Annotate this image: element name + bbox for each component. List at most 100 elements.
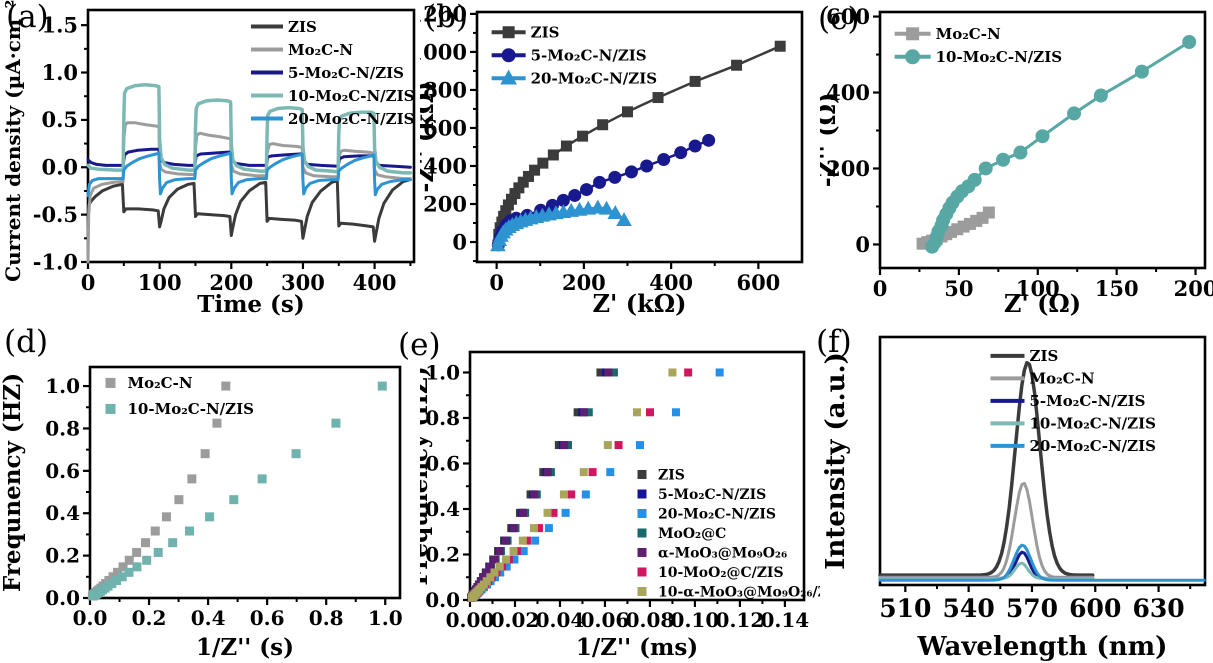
chart-d-frequency-vs-invz: 0.0 0.2 0.4 0.6 0.8 1.0 0.0 0.2 0.4 0.6 0.8 1.0 1/Z'… [0,365,403,661]
svg-text:200: 200 [562,270,606,295]
svg-text:5-Mo₂C-N/ZIS: 5-Mo₂C-N/ZIS [658,487,766,503]
svg-text:600: 600 [1069,594,1121,623]
svg-text:0.06: 0.06 [581,608,630,632]
chart-f-pl-spectra: 510 540 570 600 630 Wavelength (nm) Intensity … [821,335,1207,662]
svg-text:0.0: 0.0 [41,155,78,180]
svg-text:10-Mo₂C-N/ZIS: 10-Mo₂C-N/ZIS [128,400,254,418]
svg-text:0.4: 0.4 [45,501,80,525]
panel-label-f: (f) [816,324,852,360]
svg-text:0: 0 [873,276,888,301]
svg-text:0.14: 0.14 [761,608,810,632]
svg-text:Time (s): Time (s) [197,291,305,318]
svg-text:600: 600 [736,270,780,295]
svg-text:0.00: 0.00 [446,608,495,632]
svg-text:0.0: 0.0 [425,588,460,612]
svg-text:600: 600 [423,115,467,140]
svg-text:0.12: 0.12 [716,608,765,632]
svg-text:1.0: 1.0 [425,360,460,384]
svg-text:0: 0 [489,270,504,295]
svg-text:Z' (kΩ): Z' (kΩ) [593,289,687,318]
svg-text:0.5: 0.5 [41,107,78,132]
svg-text:ZIS: ZIS [531,24,560,42]
svg-text:Mo₂C-N: Mo₂C-N [936,25,1001,43]
svg-text:200: 200 [826,156,870,181]
svg-text:200: 200 [423,191,467,216]
svg-text:0.2: 0.2 [132,606,167,630]
svg-text:100: 100 [1016,276,1060,301]
svg-text:0.2: 0.2 [45,544,80,568]
svg-text:200: 200 [1174,276,1213,301]
svg-text:0.6: 0.6 [425,451,460,475]
chart-b-nyquist-kohm: 0 200 400 600 0 200 400 600 800 1000 1200 Z' (kΩ) -Z… [420,1,804,318]
svg-text:200: 200 [209,270,253,295]
svg-text:50: 50 [944,276,973,301]
svg-text:10-Mo₂C-N/ZIS: 10-Mo₂C-N/ZIS [1030,415,1156,433]
svg-text:Frequnency (HZ): Frequnency (HZ) [0,373,26,592]
svg-text:0.10: 0.10 [671,608,720,632]
panel-label-a: (a) [6,0,49,35]
svg-text:10-α-MoO₃@Mo₉O₂₆/ZIS: 10-α-MoO₃@Mo₉O₂₆/ZIS [658,584,820,600]
svg-text:Z' (Ω): Z' (Ω) [1004,289,1081,318]
svg-text:0.0: 0.0 [45,586,80,610]
svg-text:0.4: 0.4 [425,497,460,521]
svg-text:Current density (µA·cm⁻²): Current density (µA·cm⁻²) [1,0,25,282]
svg-text:800: 800 [423,77,467,102]
svg-text:α-MoO₃@Mo₉O₂₆: α-MoO₃@Mo₉O₂₆ [658,545,787,561]
svg-text:ZIS: ZIS [288,18,317,36]
svg-text:150: 150 [1095,276,1139,301]
panel-label-d: (d) [4,324,49,360]
panel-d-bode-s: 0.0 0.2 0.4 0.6 0.8 1.0 0.0 0.2 0.4 0.6 0.8 1.0 1/Z'… [0,323,420,663]
svg-text:ZIS: ZIS [658,467,685,483]
svg-text:Intensity (a.u.): Intensity (a.u.) [821,352,851,570]
svg-text:-Z'' (kΩ): -Z'' (kΩ) [420,81,439,192]
svg-text:0: 0 [452,229,467,254]
panel-e-bode-ms: 0.00 0.02 0.04 0.06 0.08 0.10 0.12 0.14 0.0 0.2 0.… [420,323,820,663]
svg-text:300: 300 [281,270,325,295]
svg-text:20-Mo₂C-N/ZIS: 20-Mo₂C-N/ZIS [658,506,776,522]
svg-text:600: 600 [826,4,870,29]
svg-text:0.8: 0.8 [425,406,460,430]
svg-text:1200: 1200 [420,1,467,26]
panel-c-nyquist-ohm: 0 50 100 150 200 0 200 400 600 Z' (Ω) -Z'' (Ω) Mo₂C… [820,0,1213,320]
svg-text:0.0: 0.0 [73,606,108,630]
svg-text:20-Mo₂C-N/ZIS: 20-Mo₂C-N/ZIS [531,70,657,88]
svg-text:0.2: 0.2 [425,542,460,566]
svg-text:Mo₂C-N: Mo₂C-N [288,41,353,59]
svg-text:0.02: 0.02 [491,608,540,632]
svg-text:20-Mo₂C-N/ZIS: 20-Mo₂C-N/ZIS [1030,437,1156,455]
svg-text:10-Mo₂C-N/ZIS: 10-Mo₂C-N/ZIS [288,87,414,105]
svg-text:0.8: 0.8 [309,606,344,630]
svg-text:MoO₂@C: MoO₂@C [658,526,726,542]
panel-label-e: (e) [398,327,441,363]
svg-text:1000: 1000 [420,39,467,64]
chart-c-nyquist-ohm: 0 50 100 150 200 0 200 400 600 Z' (Ω) -Z'' (Ω) Mo₂C… [820,4,1213,318]
panel-a-photocurrent: 0 100 200 300 400 -1.0 -0.5 0.0 0.5 1.0 1.5 Time (s… [0,0,420,320]
svg-text:-Z'' (Ω): -Z'' (Ω) [820,93,841,188]
svg-text:400: 400 [826,80,870,105]
svg-text:100: 100 [138,270,182,295]
svg-text:0.4: 0.4 [191,606,226,630]
svg-text:0.6: 0.6 [45,459,80,483]
svg-text:5-Mo₂C-N/ZIS: 5-Mo₂C-N/ZIS [288,64,404,82]
svg-text:1/Z'' (ms): 1/Z'' (ms) [576,634,698,661]
svg-text:Mo₂C-N: Mo₂C-N [1030,370,1095,388]
svg-text:0.8: 0.8 [45,416,80,440]
svg-text:ZIS: ZIS [1030,347,1059,365]
svg-text:5-Mo₂C-N/ZIS: 5-Mo₂C-N/ZIS [531,47,647,65]
panel-label-b: (b) [424,0,469,35]
panel-b-nyquist-kohm: 0 200 400 600 0 200 400 600 800 1000 1200 Z' (kΩ) -Z… [420,0,820,320]
svg-text:10-MoO₂@C/ZIS: 10-MoO₂@C/ZIS [658,565,784,581]
svg-text:400: 400 [423,153,467,178]
svg-text:570: 570 [1006,594,1058,623]
svg-text:20-Mo₂C-N/ZIS: 20-Mo₂C-N/ZIS [288,110,414,128]
svg-text:1/Z'' (s): 1/Z'' (s) [196,634,294,661]
svg-text:-0.5: -0.5 [33,202,78,227]
svg-text:Mo₂C-N: Mo₂C-N [128,374,193,392]
svg-text:0.6: 0.6 [250,606,285,630]
svg-text:630: 630 [1132,594,1184,623]
svg-text:0.08: 0.08 [626,608,675,632]
panel-label-c: (c) [818,1,860,37]
svg-text:1.5: 1.5 [41,13,78,38]
svg-text:400: 400 [353,270,397,295]
